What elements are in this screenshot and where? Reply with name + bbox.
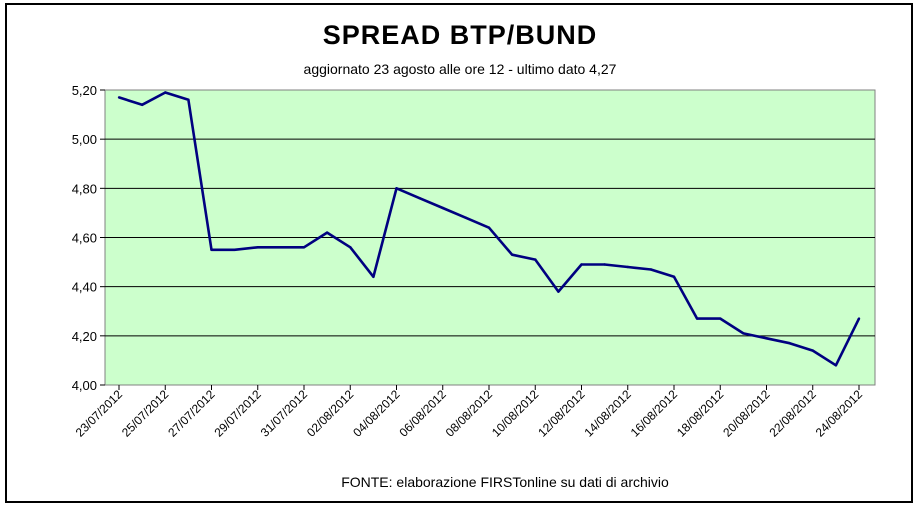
data-point xyxy=(464,216,468,219)
x-tick-label: 06/08/2012 xyxy=(397,387,450,440)
data-point xyxy=(765,337,768,340)
data-point xyxy=(164,91,167,94)
x-tick-label: 23/07/2012 xyxy=(73,387,126,440)
x-axis-ticks: 23/07/201225/07/201227/07/201229/07/2012… xyxy=(73,385,866,440)
y-tick-label: 4,20 xyxy=(72,329,97,344)
x-tick-label: 18/08/2012 xyxy=(674,387,727,440)
x-tick-label: 12/08/2012 xyxy=(535,387,588,440)
x-tick-label: 14/08/2012 xyxy=(582,387,635,440)
y-tick-label: 4,40 xyxy=(72,280,97,295)
data-point xyxy=(534,258,537,261)
x-tick-label: 24/08/2012 xyxy=(813,387,866,440)
data-point xyxy=(441,206,444,210)
x-tick-label: 16/08/2012 xyxy=(628,387,681,440)
data-point xyxy=(834,364,838,367)
x-tick-label: 31/07/2012 xyxy=(258,387,311,440)
data-point xyxy=(672,275,676,278)
x-tick-label: 08/08/2012 xyxy=(443,387,496,440)
data-point xyxy=(256,246,259,249)
data-point xyxy=(233,248,236,251)
data-point xyxy=(580,263,583,266)
data-point xyxy=(349,246,352,249)
data-point xyxy=(279,246,283,249)
data-point xyxy=(372,275,375,278)
x-tick-label: 29/07/2012 xyxy=(212,387,265,440)
data-point xyxy=(788,342,791,345)
y-tick-label: 4,60 xyxy=(72,231,97,246)
data-point xyxy=(117,96,121,99)
data-point xyxy=(140,103,144,107)
data-point xyxy=(742,332,745,335)
x-tick-label: 10/08/2012 xyxy=(489,387,542,440)
x-tick-label: 22/08/2012 xyxy=(767,387,820,440)
series-group xyxy=(117,91,861,367)
data-point xyxy=(187,98,190,102)
data-point xyxy=(811,349,814,352)
data-point xyxy=(210,248,213,251)
data-point xyxy=(418,197,421,200)
y-tick-label: 4,00 xyxy=(72,378,97,393)
y-axis-ticks: 4,00 4,20 4,40 4,60 4,80 5,00 5,20 xyxy=(72,83,105,393)
data-point xyxy=(510,253,514,256)
data-point xyxy=(603,263,606,266)
data-point xyxy=(395,187,398,190)
data-point xyxy=(626,265,629,269)
chart-source: FONTE: elaborazione FIRSTonline su dati … xyxy=(341,474,669,490)
chart-subtitle: aggiornato 23 agosto alle ore 12 - ultim… xyxy=(303,61,617,77)
gridlines xyxy=(105,138,875,337)
x-tick-label: 27/07/2012 xyxy=(165,387,218,440)
x-tick-label: 20/08/2012 xyxy=(720,387,773,440)
x-tick-label: 25/07/2012 xyxy=(119,387,172,440)
y-tick-label: 5,20 xyxy=(72,83,97,98)
x-tick-label: 04/08/2012 xyxy=(350,387,403,440)
data-point xyxy=(649,268,653,271)
data-point xyxy=(302,246,306,249)
data-point xyxy=(857,317,861,320)
data-point xyxy=(557,290,560,293)
x-tick-label: 02/08/2012 xyxy=(304,387,357,440)
data-point xyxy=(719,317,722,320)
y-tick-label: 4,80 xyxy=(72,181,97,196)
data-point xyxy=(487,226,491,229)
data-point xyxy=(695,317,699,320)
data-point xyxy=(325,231,329,234)
chart-title: SPREAD BTP/BUND xyxy=(322,20,598,50)
y-tick-label: 5,00 xyxy=(72,132,97,147)
